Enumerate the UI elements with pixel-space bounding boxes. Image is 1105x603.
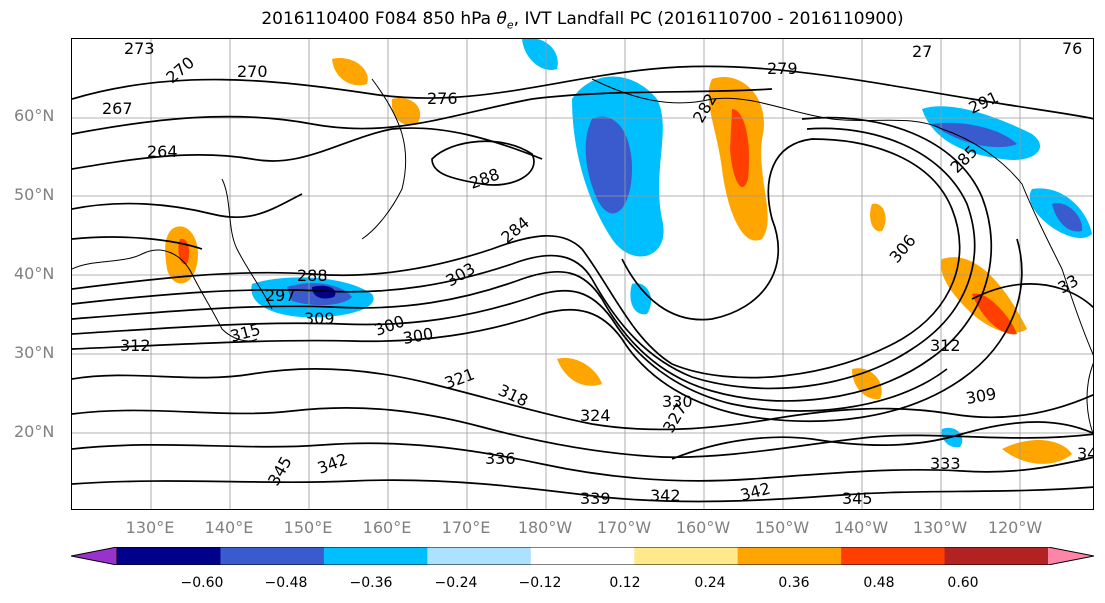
lon-label-170e: 170°E — [441, 518, 491, 537]
lon-label-120w: 120°W — [987, 518, 1043, 537]
contour-label: 303 — [443, 259, 479, 291]
colorbar-tick: 0.12 — [609, 575, 641, 591]
colorbar-tick: −0.12 — [518, 575, 562, 591]
title-subscript: e — [506, 18, 514, 32]
contour-label: 34 — [1077, 444, 1094, 463]
colorbar-tick: 0.36 — [778, 575, 810, 591]
contour-label: 324 — [580, 406, 611, 425]
lon-label-130w: 130°W — [912, 518, 968, 537]
title-rest: , IVT Landfall PC (2016110700 - 20161109… — [513, 9, 904, 29]
contour-label: 270 — [237, 62, 268, 81]
lat-label-50n: 50°N — [14, 185, 55, 204]
colorbar-cell — [634, 547, 739, 565]
colorbar-tick: −0.48 — [264, 575, 308, 591]
colorbar-cell — [117, 547, 221, 565]
colorbar-outline — [71, 547, 1094, 565]
title-symbol: θ — [496, 9, 507, 29]
shading-layer — [165, 39, 1092, 464]
lon-label-140w: 140°W — [833, 518, 889, 537]
colorbar-cells — [71, 547, 1094, 565]
contour-lines — [72, 65, 1093, 503]
colorbar-tick: 0.60 — [947, 575, 979, 591]
contour-label: 312 — [120, 336, 151, 355]
contour-label: 291 — [966, 87, 1002, 117]
lat-label-20n: 20°N — [14, 422, 55, 441]
contour-label: 309 — [304, 309, 335, 328]
contour-label: 330 — [662, 392, 693, 411]
colorbar-cell — [530, 547, 635, 565]
lon-label-160w: 160°W — [675, 518, 731, 537]
colorbar-cell — [737, 547, 842, 565]
colorbar-cell — [841, 547, 946, 565]
lat-label-40n: 40°N — [14, 264, 55, 283]
contour-label: 345 — [842, 489, 873, 508]
lon-label-130e: 130°E — [125, 518, 175, 537]
contour-label: 276 — [427, 89, 458, 108]
colorbar — [71, 547, 1094, 565]
colorbar-tick: −0.36 — [349, 575, 393, 591]
contour-label: 288 — [467, 164, 502, 192]
contour-label: 342 — [738, 479, 772, 505]
colorbar-cell — [220, 547, 325, 565]
map-panel: 273 270 270 267 276 264 279 282 288 291 … — [71, 38, 1094, 510]
lon-label-150e: 150°E — [283, 518, 333, 537]
contour-label: 309 — [964, 384, 997, 408]
lat-label-60n: 60°N — [14, 106, 55, 125]
contour-label: 339 — [580, 489, 611, 508]
contour-label: 336 — [485, 449, 516, 468]
contour-label: 264 — [147, 142, 178, 161]
contour-label: 306 — [886, 231, 920, 267]
chart-title: 2016110400 F084 850 hPa θe, IVT Landfall… — [0, 9, 1105, 31]
colorbar-cell — [944, 547, 1049, 565]
contour-label: 76 — [1062, 39, 1082, 58]
lon-label-160e: 160°E — [362, 518, 412, 537]
colorbar-tick: 0.48 — [863, 575, 895, 591]
colorbar-tick: −0.24 — [434, 575, 478, 591]
colorbar-cell — [323, 547, 428, 565]
contour-label: 267 — [102, 99, 133, 118]
contour-label: 288 — [297, 266, 328, 285]
contour-label: 312 — [930, 336, 961, 355]
contour-label: 342 — [650, 486, 681, 505]
contour-label: 321 — [442, 364, 477, 392]
contour-label: 333 — [930, 454, 961, 473]
colorbar-extend-high — [1048, 547, 1094, 565]
lon-label-180w: 180°W — [517, 518, 573, 537]
lon-label-150w: 150°W — [754, 518, 810, 537]
lon-label-170w: 170°W — [596, 518, 652, 537]
title-run: 2016110400 F084 850 hPa — [261, 9, 492, 29]
contour-label: 273 — [124, 39, 155, 58]
colorbar-extend-low — [71, 547, 117, 565]
contour-label: 345 — [264, 453, 296, 489]
contour-label: 284 — [497, 213, 533, 247]
lat-label-30n: 30°N — [14, 343, 55, 362]
contour-label: 279 — [767, 59, 798, 78]
contour-label: 300 — [401, 324, 434, 348]
map-canvas: 273 270 270 267 276 264 279 282 288 291 … — [72, 39, 1094, 509]
lon-label-140e: 140°E — [204, 518, 254, 537]
colorbar-cell — [427, 547, 532, 565]
graticule — [72, 39, 1093, 509]
contour-label: 297 — [265, 286, 296, 305]
colorbar-tick: 0.24 — [694, 575, 726, 591]
contour-label: 342 — [315, 449, 350, 477]
contour-label: 27 — [912, 42, 932, 61]
colorbar-tick: −0.60 — [180, 575, 224, 591]
